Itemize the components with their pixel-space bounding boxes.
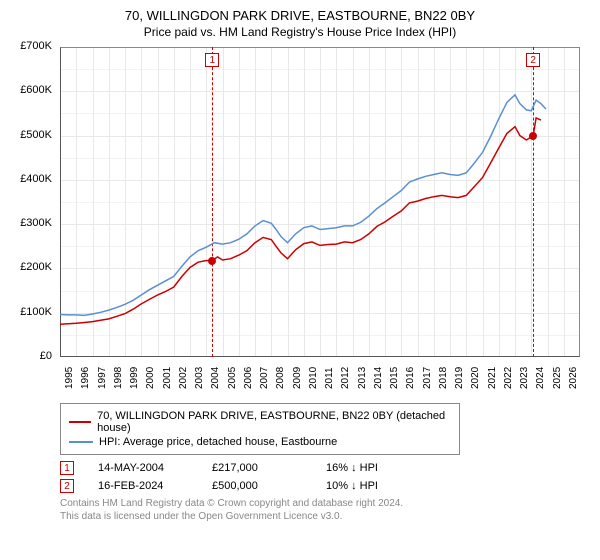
x-tick-label: 2016 [405,367,416,389]
transaction-price: £217,000 [212,462,302,474]
x-tick-label: 1999 [129,367,140,389]
legend-label: HPI: Average price, detached house, East… [99,436,337,448]
transaction-marker: 2 [60,479,74,493]
x-tick-label: 2005 [227,367,238,389]
legend-swatch [69,441,93,443]
legend: 70, WILLINGDON PARK DRIVE, EASTBOURNE, B… [60,403,460,455]
x-tick-label: 2023 [519,367,530,389]
x-tick-label: 2014 [373,367,384,389]
legend-swatch [69,421,91,423]
x-tick-label: 2025 [552,367,563,389]
x-tick-label: 2020 [470,367,481,389]
transaction-delta: 10% ↓ HPI [326,480,416,492]
x-tick-label: 2002 [178,367,189,389]
chart-subtitle: Price paid vs. HM Land Registry's House … [12,25,588,39]
footer-line1: Contains HM Land Registry data © Crown c… [60,497,588,510]
legend-label: 70, WILLINGDON PARK DRIVE, EASTBOURNE, B… [97,410,451,434]
x-tick-label: 2004 [210,367,221,389]
x-tick-label: 2011 [324,367,335,389]
legend-row: HPI: Average price, detached house, East… [69,436,451,448]
x-tick-label: 2013 [357,367,368,389]
transaction-date: 14-MAY-2004 [98,462,188,474]
x-tick-label: 2018 [438,367,449,389]
chart-lines [12,47,580,357]
transaction-delta: 16% ↓ HPI [326,462,416,474]
x-tick-label: 2001 [162,367,173,389]
x-tick-label: 2026 [568,367,579,389]
x-tick-label: 2007 [259,367,270,389]
x-tick-label: 1997 [97,367,108,389]
x-tick-label: 2022 [503,367,514,389]
chart-area: £0£100K£200K£300K£400K£500K£600K£700K199… [12,47,588,397]
x-tick-label: 1996 [80,367,91,389]
x-tick-label: 2017 [422,367,433,389]
x-tick-label: 2019 [454,367,465,389]
chart-title: 70, WILLINGDON PARK DRIVE, EASTBOURNE, B… [12,8,588,23]
x-tick-label: 2006 [243,367,254,389]
transactions-list: 1 14-MAY-2004 £217,000 16% ↓ HPI 2 16-FEB-202… [12,461,588,493]
series-hpi [60,95,546,316]
x-tick-label: 2008 [275,367,286,389]
x-tick-label: 2015 [389,367,400,389]
legend-row: 70, WILLINGDON PARK DRIVE, EASTBOURNE, B… [69,410,451,434]
transaction-date: 16-FEB-2024 [98,480,188,492]
transaction-row: 2 16-FEB-2024 £500,000 10% ↓ HPI [60,479,588,493]
x-tick-label: 2000 [145,367,156,389]
footer-line2: This data is licensed under the Open Gov… [60,510,588,523]
transaction-price: £500,000 [212,480,302,492]
x-tick-label: 2012 [340,367,351,389]
transaction-row: 1 14-MAY-2004 £217,000 16% ↓ HPI [60,461,588,475]
x-tick-label: 2009 [292,367,303,389]
x-tick-label: 1998 [113,367,124,389]
x-tick-label: 2010 [308,367,319,389]
x-tick-label: 2024 [535,367,546,389]
x-tick-label: 2003 [194,367,205,389]
transaction-marker: 1 [60,461,74,475]
x-tick-label: 2021 [487,367,498,389]
x-tick-label: 1995 [64,367,75,389]
series-property [60,118,541,324]
footer: Contains HM Land Registry data © Crown c… [60,497,588,523]
